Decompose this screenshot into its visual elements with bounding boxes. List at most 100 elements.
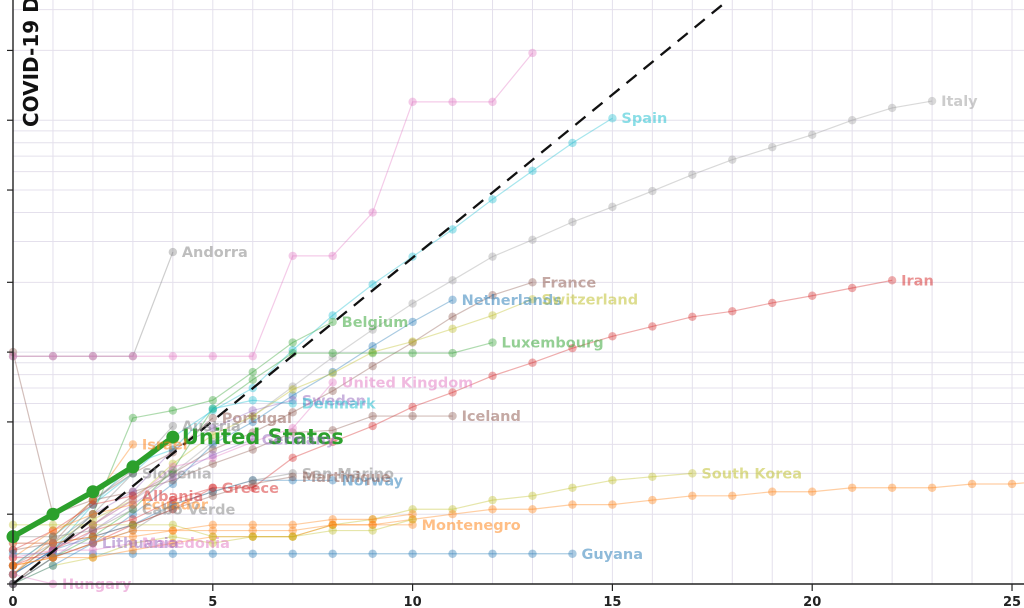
data-point	[927, 96, 937, 106]
series-line	[12, 472, 693, 585]
data-point	[208, 423, 218, 433]
data-point	[88, 495, 98, 505]
series-label-denmark: Denmark	[302, 397, 376, 413]
data-point	[248, 411, 257, 421]
data-point	[488, 338, 497, 347]
data-point	[48, 561, 58, 570]
data-point	[128, 526, 138, 535]
data-point	[448, 97, 457, 107]
data-point	[248, 437, 257, 447]
data-point	[168, 469, 178, 478]
data-point	[328, 353, 337, 362]
series-label-norway: Norway	[342, 473, 404, 489]
data-point	[408, 348, 417, 358]
series-label-italy: Italy	[941, 94, 978, 110]
data-point	[688, 170, 697, 179]
series-label-germany: Germany	[262, 432, 336, 448]
data-point	[288, 520, 297, 530]
series-label-south-korea: South Korea	[701, 466, 802, 482]
data-point	[488, 495, 497, 505]
data-point	[488, 311, 497, 320]
data-point	[847, 483, 857, 492]
data-point	[88, 495, 98, 505]
data-point	[528, 295, 537, 304]
data-point	[128, 352, 138, 361]
data-point	[568, 549, 577, 558]
series-label-san-marino: San Marino	[302, 466, 394, 482]
data-point	[768, 298, 777, 308]
data-point	[328, 426, 337, 435]
data-point	[328, 317, 337, 327]
data-point	[88, 520, 98, 530]
data-point	[568, 343, 577, 353]
data-point	[408, 509, 417, 519]
data-point	[328, 348, 337, 358]
data-point	[488, 549, 497, 558]
data-point	[208, 491, 218, 501]
data-point	[208, 453, 218, 463]
data-point	[847, 283, 857, 293]
highlight-point	[86, 485, 100, 499]
series-series	[8, 479, 1024, 570]
data-point	[288, 469, 297, 478]
series-label-andorra: Andorra	[182, 245, 248, 261]
series-label-montenegro: Montenegro	[422, 518, 521, 534]
data-point	[248, 352, 257, 361]
data-point	[528, 491, 537, 501]
data-point	[488, 505, 497, 514]
data-point	[88, 526, 98, 535]
data-point	[328, 437, 337, 447]
data-point	[448, 549, 457, 558]
data-point	[168, 505, 178, 514]
data-point	[88, 545, 98, 555]
series-italy	[8, 96, 937, 579]
data-point	[168, 472, 178, 481]
data-point	[88, 538, 98, 548]
data-point	[208, 483, 218, 492]
data-point	[288, 338, 297, 347]
x-tick-label: 5	[208, 595, 217, 608]
data-point	[208, 450, 218, 460]
highlight-point	[46, 507, 60, 521]
data-point	[88, 553, 98, 562]
data-point	[168, 495, 178, 505]
series-ecuador	[8, 500, 138, 562]
series-label-iran: Iran	[901, 273, 934, 289]
data-point	[528, 48, 537, 58]
data-point	[208, 396, 218, 405]
data-point	[248, 406, 257, 415]
data-point	[368, 421, 377, 431]
highlight-label: United States	[182, 425, 344, 449]
data-point	[328, 549, 337, 558]
data-point	[328, 311, 337, 320]
data-point	[448, 509, 457, 519]
data-point	[288, 345, 297, 355]
data-point	[328, 367, 337, 377]
data-point	[88, 553, 98, 562]
series-line	[12, 281, 533, 585]
data-point	[448, 276, 457, 285]
series-line	[12, 504, 134, 559]
data-point	[248, 532, 257, 541]
data-point	[368, 325, 377, 334]
data-point	[368, 549, 377, 558]
y-axis-title: COVID-19 D	[19, 0, 43, 127]
data-point	[608, 500, 617, 509]
data-point	[208, 483, 218, 492]
data-point	[328, 520, 337, 530]
series-andorra	[8, 247, 178, 361]
data-point	[88, 526, 98, 535]
data-point	[288, 423, 297, 433]
series-line	[12, 341, 493, 585]
data-point	[768, 487, 777, 496]
data-point	[48, 553, 58, 562]
data-point	[368, 526, 377, 535]
data-point	[288, 549, 297, 558]
series-france	[8, 278, 537, 589]
data-point	[528, 358, 537, 367]
data-point	[168, 459, 178, 468]
data-point	[48, 532, 58, 541]
data-point	[168, 465, 178, 475]
data-point	[128, 520, 138, 530]
data-point	[48, 532, 58, 541]
